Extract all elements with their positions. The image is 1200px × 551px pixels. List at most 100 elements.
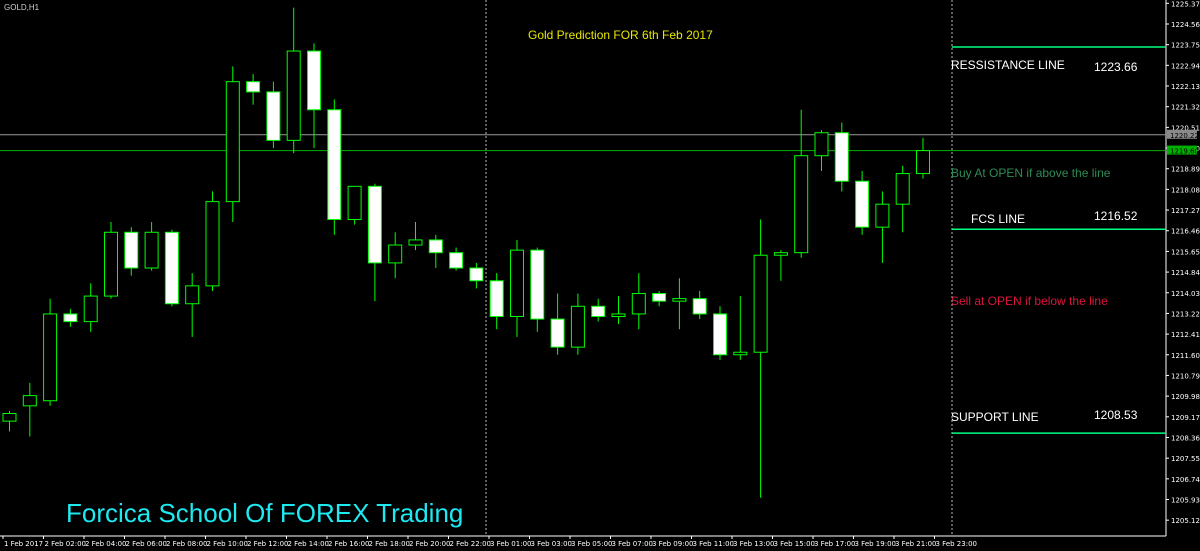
time-tick-label: 2 Feb 16:00	[328, 540, 369, 548]
price-tick-label: 1211.60	[1171, 352, 1200, 360]
time-tick-label: 2 Feb 18:00	[369, 540, 410, 548]
price-tick-label: 1221.32	[1171, 104, 1200, 112]
price-tick-label: 1205.93	[1171, 497, 1200, 505]
bull-candle	[144, 231, 159, 269]
price-tick-label: 1215.65	[1171, 248, 1200, 256]
resistance-label: RESSISTANCE LINE	[951, 58, 1065, 72]
price-tick-label: 1213.22	[1171, 310, 1200, 318]
price-tick-label: 1205.12	[1171, 517, 1200, 525]
price-tick-label: 1209.98	[1171, 393, 1200, 401]
price-tick-label: 1224.56	[1171, 21, 1200, 29]
bear-candle	[307, 50, 321, 111]
price-tick-label: 1222.94	[1171, 62, 1200, 70]
candles	[2, 7, 930, 498]
bull-candle	[225, 81, 240, 203]
bull-candle	[875, 203, 890, 228]
bull-candle	[185, 285, 200, 305]
time-tick-label: 2 Feb 02:00	[45, 540, 86, 548]
bear-candle	[692, 298, 707, 315]
bull-candle	[895, 173, 910, 205]
price-tick-label: 1225.37	[1171, 0, 1200, 8]
time-tick-label: 2 Feb 20:00	[409, 540, 450, 548]
price-tick-label: 1214.84	[1171, 269, 1200, 277]
bear-candle	[530, 249, 545, 320]
price-tick-label: 1206.74	[1171, 476, 1200, 484]
bull-candle	[2, 412, 17, 422]
time-tick-label: 3 Feb 09:00	[652, 540, 693, 548]
bull-candle	[286, 50, 301, 141]
buy-note: Buy At OPEN if above the line	[951, 166, 1111, 180]
bull-candle	[733, 351, 748, 356]
price-tick-label: 1222.13	[1171, 83, 1200, 91]
time-tick-label: 3 Feb 11:00	[693, 540, 734, 548]
bull-candle	[611, 313, 626, 317]
brand-watermark: Forcica School Of FOREX Trading	[66, 498, 464, 528]
bear-candle	[124, 231, 139, 269]
bull-candle	[631, 293, 646, 315]
bear-candle	[713, 313, 727, 356]
price-tick-label: 1207.55	[1171, 455, 1200, 463]
bear-candle	[834, 132, 849, 182]
time-tick-label: 3 Feb 05:00	[571, 540, 612, 548]
price-tick-label: 1218.08	[1171, 186, 1200, 194]
bull-candle	[672, 298, 687, 302]
price-tick-label: 1210.79	[1171, 372, 1200, 380]
time-tick-label: 3 Feb 03:00	[531, 540, 572, 548]
bull-candle	[388, 244, 403, 264]
resistance-value: 1223.66	[1094, 60, 1138, 74]
price-tick-label: 1209.17	[1171, 414, 1200, 422]
price-tick-label: 1214.03	[1171, 290, 1200, 298]
bull-candle	[205, 201, 220, 287]
time-tick-label: 2 Feb 10:00	[207, 540, 248, 548]
time-tick-label: 3 Feb 01:00	[490, 540, 531, 548]
fcs-value: 1216.52	[1094, 209, 1138, 223]
price-tick-label: 1216.46	[1171, 228, 1200, 236]
price-tick-label: 1220.51	[1171, 124, 1200, 132]
time-tick-label: 2 Feb 06:00	[126, 540, 167, 548]
bull-candle	[22, 395, 37, 407]
bear-candle	[428, 239, 443, 254]
bear-candle	[246, 81, 261, 93]
bear-candle	[855, 180, 870, 228]
bull-candle	[773, 252, 788, 256]
bear-candle	[591, 305, 606, 317]
time-tick-label: 3 Feb 13:00	[733, 540, 774, 548]
time-tick-label: 3 Feb 17:00	[814, 540, 855, 548]
bull-candle	[916, 150, 930, 175]
chart-title: Gold Prediction FOR 6th Feb 2017	[528, 28, 713, 42]
time-tick-label: 2 Feb 12:00	[247, 540, 288, 548]
support-label: SUPPORT LINE	[951, 410, 1039, 424]
sell-note: Sell at OPEN if below the line	[951, 294, 1108, 308]
bull-candle	[43, 313, 58, 402]
time-tick-label: 1 Feb 2017	[4, 540, 43, 548]
bull-candle	[753, 254, 768, 353]
bear-candle	[63, 313, 78, 323]
bear-candle	[489, 280, 504, 317]
bear-candle	[266, 91, 281, 141]
bear-candle	[550, 318, 565, 348]
bear-candle	[652, 293, 667, 302]
time-tick-label: 2 Feb 22:00	[450, 540, 491, 548]
price-marker-label: 1219.60	[1170, 148, 1199, 156]
bull-candle	[794, 155, 809, 254]
bull-candle	[814, 132, 829, 157]
time-tick-label: 2 Feb 08:00	[166, 540, 207, 548]
fcs-label: FCS LINE	[971, 212, 1026, 226]
price-tick-label: 1223.75	[1171, 42, 1200, 50]
price-marker	[1167, 145, 1197, 155]
time-axis: 1 Feb 2017 2 Feb 02:00 2 Feb 04:00 2 Feb 06…	[2, 536, 977, 548]
price-tick-label: 1212.41	[1171, 331, 1200, 339]
time-tick-label: 3 Feb 07:00	[612, 540, 653, 548]
price-marker-label: 1220.22	[1170, 132, 1199, 140]
bear-candle	[327, 109, 342, 221]
bull-candle	[104, 231, 118, 297]
bull-candle	[510, 249, 524, 317]
period-separators	[485, 0, 953, 536]
bear-candle	[469, 267, 484, 282]
price-tick-label: 1208.36	[1171, 434, 1200, 442]
time-tick-label: 3 Feb 21:00	[895, 540, 936, 548]
time-tick-label: 2 Feb 14:00	[288, 540, 329, 548]
time-tick-label: 3 Feb 19:00	[855, 540, 896, 548]
bull-candle	[570, 305, 585, 348]
